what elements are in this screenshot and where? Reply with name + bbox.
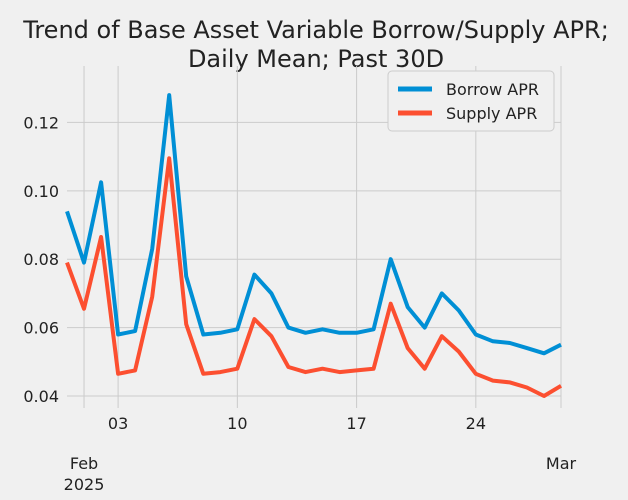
y-tick-label: 0.04: [23, 387, 59, 406]
legend-box: [387, 70, 555, 132]
legend: Borrow APR Supply APR: [387, 70, 555, 132]
legend-label-supply-apr: Supply APR: [446, 104, 537, 123]
y-tick-label: 0.06: [23, 319, 59, 338]
x-major-tick-label: Feb: [70, 454, 98, 473]
x-tick-label: 03: [108, 414, 128, 433]
x-tick-label: 24: [466, 414, 486, 433]
series-line-borrow-apr: [65, 93, 562, 356]
axes: 0.04 0.06 0.08 0.10 0.12 03 10 17 24 Feb 2025 Mar: [23, 113, 576, 494]
y-tick-label: 0.10: [23, 182, 59, 201]
x-major-tick-label: Mar: [546, 454, 577, 473]
legend-label-borrow-apr: Borrow APR: [446, 80, 539, 99]
y-tick-label: 0.08: [23, 250, 59, 269]
series-lines: [65, 93, 563, 398]
x-tick-label: 10: [227, 414, 247, 433]
y-tick-label: 0.12: [23, 113, 59, 132]
x-tick-label: 17: [346, 414, 366, 433]
chart-title: Trend of Base Asset Variable Borrow/Supp…: [22, 16, 609, 44]
x-year-label: 2025: [64, 475, 105, 494]
series-line-supply-apr: [65, 156, 563, 398]
chart-subtitle: Daily Mean; Past 30D: [188, 45, 444, 73]
